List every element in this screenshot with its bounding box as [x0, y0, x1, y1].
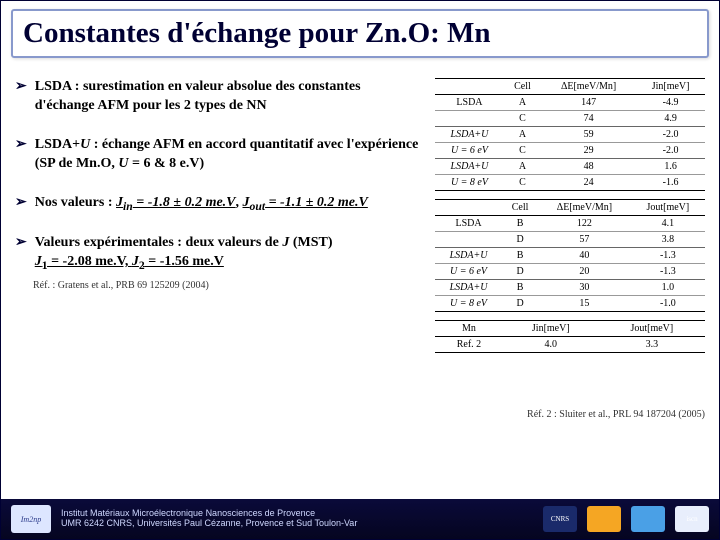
partner-logo [587, 506, 621, 532]
bullet-text: Nos valeurs : Jin = -1.8 ± 0.2 me.V, Jou… [35, 194, 368, 215]
table-ref2: Mn Jin[meV] Jout[meV] Ref. 24.03.3 [435, 320, 705, 353]
th [435, 200, 502, 216]
cnrs-logo: CNRS [543, 506, 577, 532]
th: Jout[meV] [599, 321, 705, 337]
slide-title: Constantes d'échange pour Zn.O: Mn [23, 17, 697, 50]
bullet-nosvaleurs: ➢ Nos valeurs : Jin = -1.8 ± 0.2 me.V, J… [15, 194, 423, 215]
tables-column: Cell ΔE[meV/Mn] Jin[meV] LSDAA147-4.9 C7… [435, 78, 705, 353]
institute-name: Institut Matériaux Microélectronique Nan… [61, 509, 357, 529]
reference-2: Réf. 2 : Sluiter et al., PRL 94 187204 (… [1, 409, 719, 420]
th: ΔE[meV/Mn] [541, 79, 636, 95]
bullet-experimentales: ➢ Valeurs expérimentales : deux valeurs … [15, 234, 423, 273]
table-jout: Cell ΔE[meV/Mn] Jout[meV] LSDAB1224.1 D5… [435, 199, 705, 312]
slide: Constantes d'échange pour Zn.O: Mn ➢ LSD… [0, 0, 720, 540]
bullet-arrow-icon: ➢ [15, 78, 27, 116]
footer-bar: Im2np Institut Matériaux Microélectroniq… [1, 499, 719, 539]
content-area: ➢ LSDA : surestimation en valeur absolue… [1, 68, 719, 353]
bullets-column: ➢ LSDA : surestimation en valeur absolue… [15, 78, 427, 353]
th: Cell [504, 79, 541, 95]
th: Cell [502, 200, 538, 216]
bullet-text: LSDA+U : échange AFM en accord quantitat… [35, 136, 423, 174]
bullet-lsda: ➢ LSDA : surestimation en valeur absolue… [15, 78, 423, 116]
table-jin: Cell ΔE[meV/Mn] Jin[meV] LSDAA147-4.9 C7… [435, 78, 705, 191]
iscn-logo: iscn [675, 506, 709, 532]
title-box: Constantes d'échange pour Zn.O: Mn [11, 9, 709, 58]
bullet-lsdau: ➢ LSDA+U : échange AFM en accord quantit… [15, 136, 423, 174]
bullet-text: LSDA : surestimation en valeur absolue d… [35, 78, 423, 116]
th: Jin[meV] [503, 321, 599, 337]
im2np-logo: Im2np [11, 505, 51, 533]
partner-logo [631, 506, 665, 532]
th: Jout[meV] [631, 200, 705, 216]
th: ΔE[meV/Mn] [538, 200, 631, 216]
bullet-arrow-icon: ➢ [15, 136, 27, 174]
th [435, 79, 504, 95]
th: Mn [435, 321, 503, 337]
reference-1: Réf. : Gratens et al., PRB 69 125209 (20… [33, 280, 423, 291]
bullet-arrow-icon: ➢ [15, 234, 27, 273]
th: Jin[meV] [636, 79, 705, 95]
bullet-text: Valeurs expérimentales : deux valeurs de… [35, 234, 333, 273]
bullet-arrow-icon: ➢ [15, 194, 27, 215]
